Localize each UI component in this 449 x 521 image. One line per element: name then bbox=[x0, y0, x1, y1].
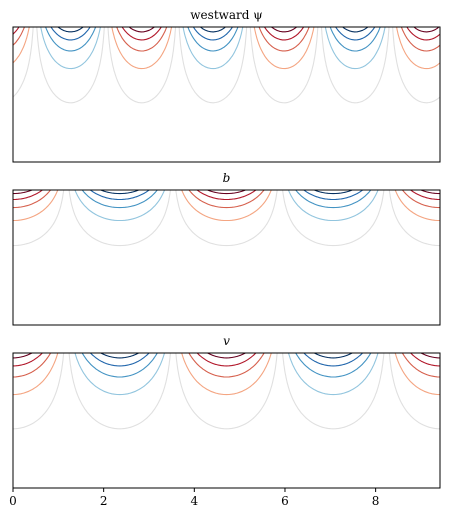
x-tick-label: 8 bbox=[372, 494, 380, 508]
contour-level-5 bbox=[68, 353, 385, 430]
contour-level-3 bbox=[13, 190, 440, 222]
contour-level-2 bbox=[13, 27, 440, 52]
contour-level-4 bbox=[13, 27, 440, 104]
contour-level-1 bbox=[13, 190, 440, 201]
panel-title: b bbox=[223, 171, 231, 185]
contour-level-1 bbox=[13, 353, 440, 367]
contour-level-7 bbox=[45, 27, 381, 52]
contour-level-8 bbox=[89, 353, 364, 367]
contours-psi bbox=[13, 27, 440, 104]
panel-frame bbox=[12, 352, 441, 489]
x-tick-label: 6 bbox=[281, 494, 289, 508]
panel-v: v 0 2 4 6 8 bbox=[9, 334, 441, 508]
contour-level-8 bbox=[50, 27, 376, 41]
contour-level-9 bbox=[100, 353, 353, 359]
panel-title: westward ψ bbox=[190, 8, 262, 22]
contour-level-6 bbox=[74, 190, 379, 222]
contour-level-6 bbox=[40, 27, 386, 70]
panel-frame bbox=[12, 26, 441, 163]
panel-title: v bbox=[223, 334, 230, 348]
panel-psi: westward ψ bbox=[12, 8, 441, 163]
contour-level-0 bbox=[13, 353, 440, 359]
contour-level-6 bbox=[74, 353, 379, 396]
panel-frame bbox=[12, 189, 441, 326]
contour-level-3 bbox=[13, 27, 440, 70]
contour-level-4 bbox=[13, 353, 440, 430]
x-tick-label: 2 bbox=[100, 494, 108, 508]
contour-level-4 bbox=[13, 190, 440, 247]
panel-b: b bbox=[12, 171, 441, 326]
x-tick-label: 0 bbox=[9, 494, 17, 508]
contour-level-5 bbox=[68, 190, 385, 247]
contour-level-5 bbox=[36, 27, 390, 104]
contour-level-8 bbox=[89, 190, 364, 201]
contour-level-2 bbox=[13, 353, 440, 378]
contour-level-1 bbox=[13, 27, 440, 41]
contour-level-3 bbox=[13, 353, 440, 396]
contours-b bbox=[13, 190, 440, 247]
x-tick-label: 4 bbox=[190, 494, 198, 508]
contours-v bbox=[13, 353, 440, 430]
contour-level-0 bbox=[13, 190, 440, 195]
contour-level-2 bbox=[13, 190, 440, 209]
